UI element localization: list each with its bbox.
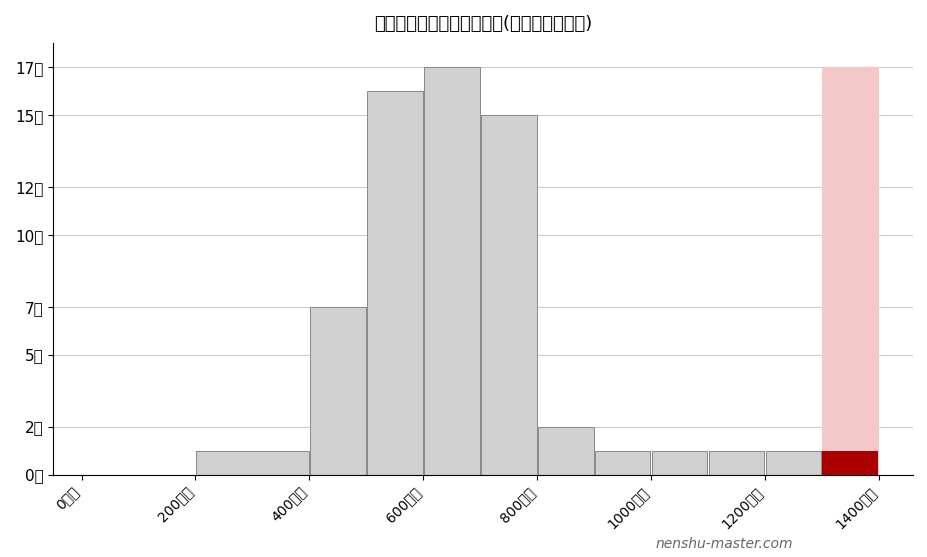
Bar — [366, 91, 422, 475]
Bar — [480, 115, 536, 475]
Bar — [310, 307, 365, 475]
Bar — [651, 451, 706, 475]
Bar — [821, 451, 877, 475]
Bar — [821, 67, 878, 475]
Bar — [537, 427, 593, 475]
Bar — [708, 451, 764, 475]
Bar — [196, 451, 309, 475]
Bar — [765, 451, 820, 475]
Title: 川崎汽船の年収ポジション(運輸・倉庫業内): 川崎汽船の年収ポジション(運輸・倉庫業内) — [374, 15, 591, 33]
Bar — [594, 451, 650, 475]
Bar — [424, 67, 479, 475]
Text: nenshu-master.com: nenshu-master.com — [654, 538, 792, 551]
